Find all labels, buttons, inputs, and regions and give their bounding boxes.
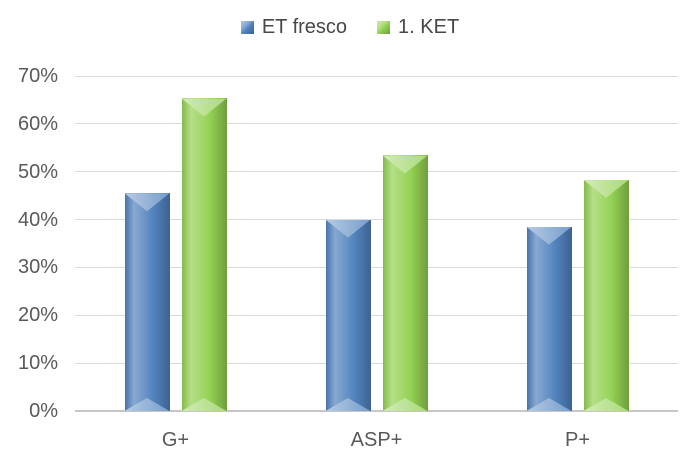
bar-bottom-bevel (181, 397, 227, 411)
bar-top-bevel (526, 226, 572, 245)
legend-swatch-1-ket (377, 20, 391, 34)
legend-item-et-fresco: ET fresco (240, 16, 348, 38)
y-axis-tick-label: 30% (17, 256, 58, 279)
bar-top-bevel (583, 179, 629, 198)
x-axis-line (75, 410, 678, 412)
bar-bottom-bevel (526, 398, 572, 411)
bar-bottom-bevel (124, 398, 170, 411)
category-label-p: P+ (564, 429, 591, 451)
bar-et-fresco-g (124, 193, 170, 411)
bar-1-ket-asp (382, 155, 428, 411)
bar-1-ket-g (181, 98, 227, 411)
gridline-70pct (75, 75, 678, 77)
y-axis-tick-label: 60% (17, 112, 58, 135)
gridline-60pct (75, 123, 678, 125)
bar-bottom-bevel (382, 397, 428, 411)
bar-top-bevel (325, 219, 371, 238)
bar-top-bevel (181, 98, 227, 117)
legend-label-et-fresco: ET fresco (261, 16, 348, 38)
y-axis-tick-label: 70% (17, 65, 58, 87)
y-axis-tick-label: 20% (17, 304, 58, 327)
y-axis-tick-label: 0% (29, 400, 58, 422)
y-axis-tick-label: 10% (17, 352, 58, 375)
gridline-30pct (75, 266, 678, 268)
category-label-g: G+ (161, 429, 190, 451)
legend-item-1-ket: 1. KET (377, 17, 459, 37)
chart-legend: ET fresco 1. KET (0, 17, 700, 37)
gridline-50pct (75, 171, 678, 173)
bar-bottom-bevel (583, 397, 629, 411)
gridline-10pct (75, 362, 678, 364)
legend-swatch-et-fresco (240, 20, 254, 34)
gridline-20pct (75, 314, 678, 316)
category-label-asp: ASP+ (350, 429, 403, 451)
bar-et-fresco-p (526, 226, 572, 411)
y-axis-tick-label: 40% (17, 208, 58, 231)
bar-1-ket-p (583, 179, 629, 411)
bar-bottom-bevel (325, 397, 371, 411)
bar-top-bevel (124, 193, 170, 212)
gridline-40pct (75, 219, 678, 221)
y-axis-tick-label: 50% (17, 160, 58, 183)
bar-et-fresco-asp (325, 219, 371, 411)
legend-label-1-ket: 1. KET (398, 16, 460, 38)
bar-top-bevel (382, 155, 428, 174)
